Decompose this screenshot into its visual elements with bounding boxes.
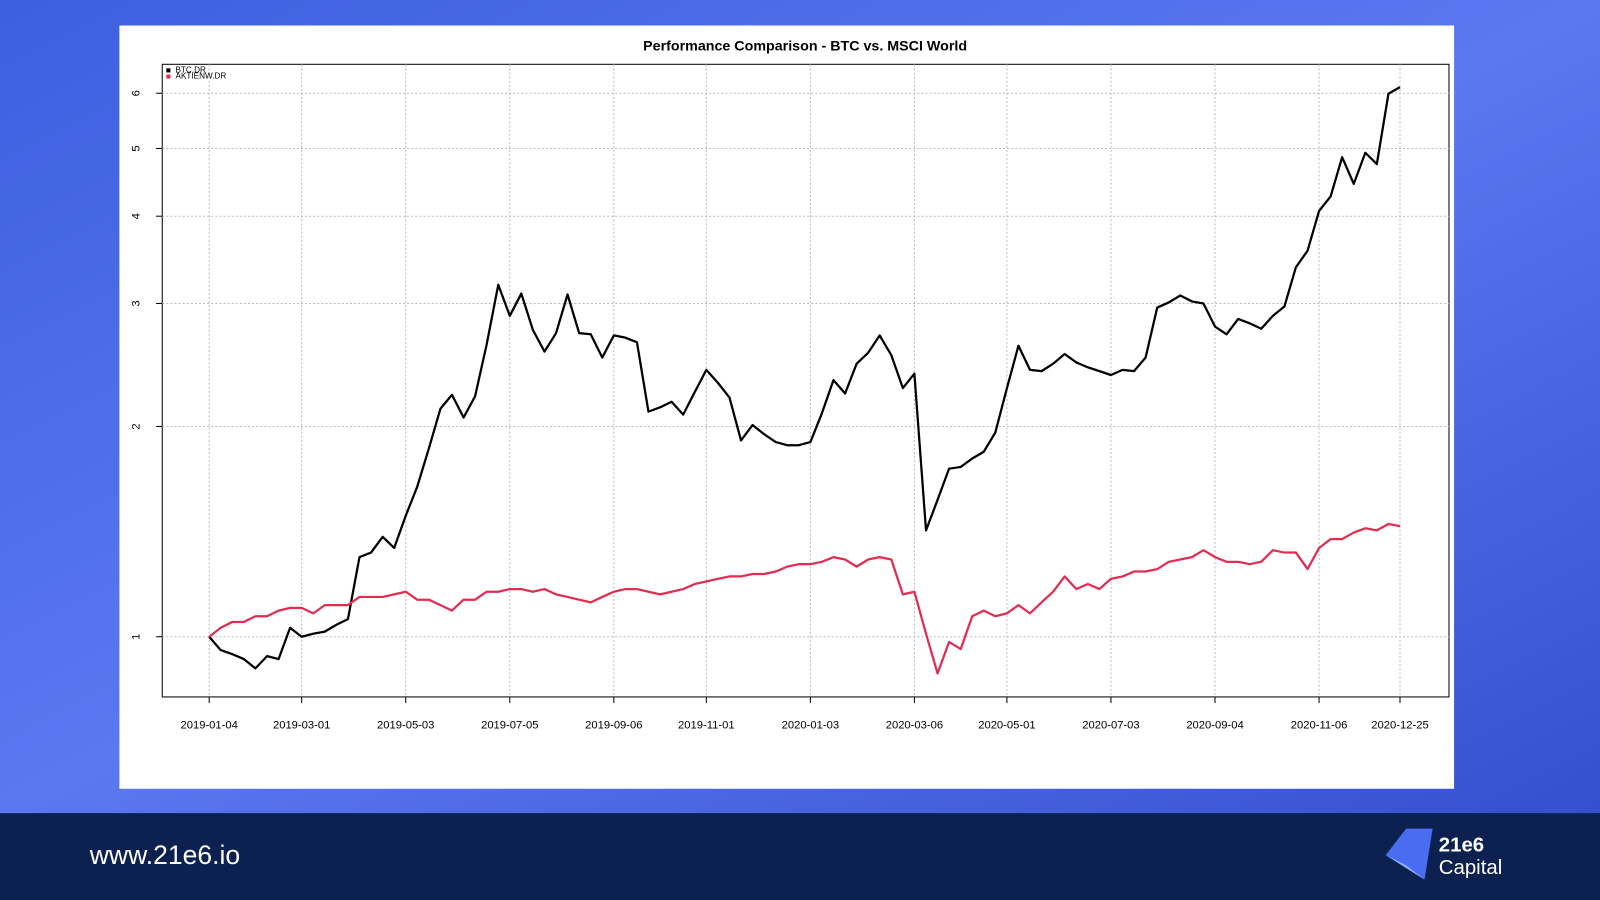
plot: 1 2 3 4 5 6 2019-01-04 2019-03-01 2019-05-03 2019… — [131, 64, 1449, 731]
x-tick-label: 2019-03-01 — [273, 719, 330, 731]
x-tick-label: 2019-09-06 — [585, 719, 642, 731]
legend-swatch — [166, 74, 171, 79]
plot-frame — [161, 63, 1450, 698]
x-tick-label: 2020-07-03 — [1082, 719, 1139, 731]
chart-title: Performance Comparison - BTC vs. MSCI Wo… — [643, 39, 967, 55]
series-line — [208, 86, 1401, 670]
y-tick-label: 3 — [131, 300, 143, 306]
x-tick-label: 2019-01-04 — [180, 719, 237, 731]
x-tick-label: 2020-05-01 — [978, 719, 1035, 731]
y-tick-label: 4 — [131, 213, 143, 219]
y-tick-label: 1 — [131, 634, 143, 640]
chart-panel — [119, 25, 1455, 789]
x-tick-label: 2020-12-25 — [1371, 719, 1428, 731]
logo-brand: 21e6 — [1439, 834, 1484, 856]
y-tick-label: 6 — [131, 90, 143, 96]
legend-label: AKTIENW.DR — [176, 72, 227, 81]
legend-swatch — [166, 68, 171, 73]
logo-mark — [1385, 828, 1433, 880]
x-tick-label: 2020-09-04 — [1186, 719, 1243, 731]
footer-bar — [0, 813, 1600, 900]
series-line — [208, 522, 1401, 675]
y-tick-label: 2 — [131, 423, 143, 429]
x-tick-label: 2020-03-06 — [886, 719, 943, 731]
y-tick-label: 5 — [131, 145, 143, 151]
footer-url: www.21e6.io — [89, 840, 240, 870]
x-tick-label: 2020-01-03 — [782, 719, 839, 731]
legend-label: BTC.DR — [176, 66, 206, 75]
x-tick-label: 2019-11-01 — [678, 719, 735, 731]
x-tick-label: 2020-11-06 — [1291, 719, 1348, 731]
x-tick-label: 2019-07-05 — [481, 719, 538, 731]
logo-sub: Capital — [1439, 857, 1502, 879]
x-tick-label: 2019-05-03 — [377, 719, 434, 731]
